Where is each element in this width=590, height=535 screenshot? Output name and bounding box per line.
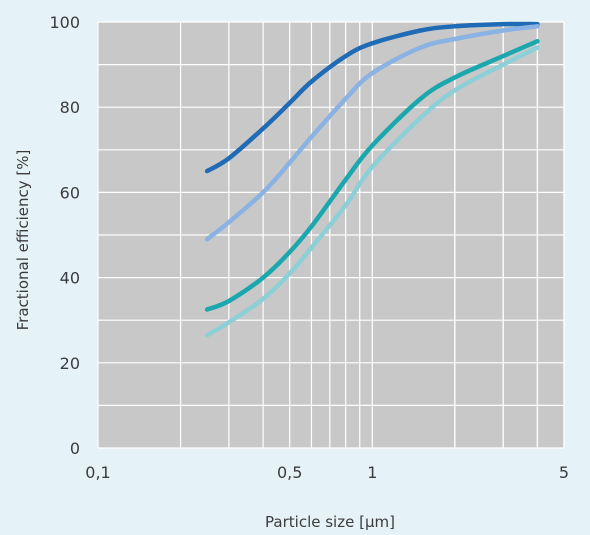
- x-tick-label: 1: [367, 463, 377, 482]
- x-tick-label: 0,5: [277, 463, 302, 482]
- series-line-4: [204, 45, 540, 338]
- series-group: [204, 21, 540, 338]
- x-tick-label: 0,1: [85, 463, 110, 482]
- y-tick-label: 0: [70, 439, 80, 458]
- y-axis-title: Fractional efficiency [%]: [14, 150, 32, 331]
- x-tick-label: 5: [559, 463, 569, 482]
- grid-lines: [97, 21, 565, 449]
- y-tick-label: 40: [60, 269, 80, 288]
- y-tick-labels: 0 20 40 60 80 100: [49, 13, 80, 458]
- y-tick-label: 80: [60, 98, 80, 117]
- series-line-2: [204, 24, 540, 242]
- y-tick-label: 20: [60, 354, 80, 373]
- y-tick-label: 100: [49, 13, 80, 32]
- y-tick-label: 60: [60, 183, 80, 202]
- series-line-3: [204, 38, 540, 312]
- series-line-1: [204, 21, 540, 174]
- x-axis-title: Particle size [µm]: [265, 513, 395, 531]
- x-tick-labels: 0,1 0,5 1 5: [85, 463, 569, 482]
